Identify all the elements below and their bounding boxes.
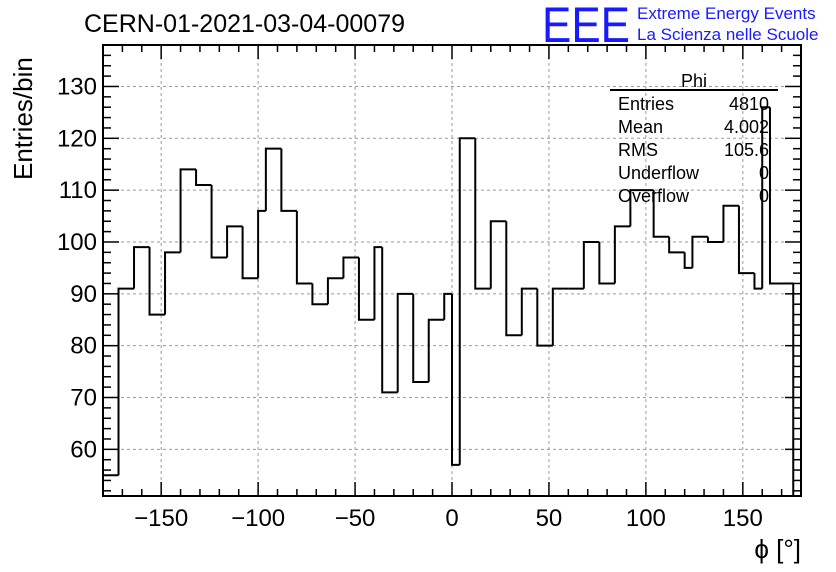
histogram-bin (280, 148, 297, 212)
histogram-bin (117, 287, 135, 476)
histogram-bin (357, 257, 375, 321)
histogram-bin (326, 277, 344, 305)
histogram-bin (396, 292, 414, 393)
logo-line-1: Extreme Energy Events (637, 4, 816, 23)
histogram-bin (443, 292, 452, 320)
histogram-bin (520, 287, 538, 336)
histogram-bin (722, 204, 739, 242)
histogram-bin (691, 235, 708, 268)
y-tick-label: 90 (70, 281, 97, 308)
stats-rows: Entries 4810 Mean 4.002 RMS 105.6 Underflow 0 Ov… (618, 94, 769, 206)
histogram-bin (133, 246, 150, 289)
histogram-bin (474, 138, 491, 290)
x-tick-label: −50 (335, 505, 376, 532)
histogram-bin (536, 288, 553, 347)
histogram-bin (505, 221, 522, 337)
histogram-bin (668, 236, 685, 254)
x-tick-label: −150 (134, 505, 188, 532)
x-tick-label: 150 (723, 505, 763, 532)
histogram-bin (148, 247, 166, 316)
x-tick-label: −100 (231, 505, 285, 532)
stats-value: 4.002 (724, 117, 769, 137)
axis-ticks (102, 44, 802, 496)
y-tick-label: 130 (57, 73, 97, 100)
histogram-bin (102, 474, 119, 496)
stats-label: Entries (618, 94, 674, 114)
tick-labels: −150 −100 −50 0 50 100 150 60 70 80 90 100 110 120 130 (57, 73, 763, 532)
histogram-bin (785, 282, 795, 496)
histogram-bin (164, 251, 181, 315)
histogram-bin (582, 240, 600, 289)
y-tick-label: 120 (57, 125, 97, 152)
histogram-bin (381, 247, 398, 394)
histogram-bin (241, 226, 259, 280)
x-tick-label: 100 (626, 505, 666, 532)
histogram-bin (342, 256, 359, 279)
stats-label: Mean (618, 117, 663, 137)
histogram-bin (458, 137, 476, 465)
histogram-bin (451, 293, 460, 466)
histogram-bin (629, 189, 646, 227)
histogram-bin (226, 225, 243, 258)
x-tick-label: 50 (536, 505, 563, 532)
stats-value: 105.6 (724, 140, 769, 160)
histogram-bin (179, 168, 197, 253)
histogram-bin (489, 220, 507, 289)
y-axis-title: Entries/bin (8, 57, 38, 180)
histogram-bin (737, 205, 755, 275)
stats-value: 0 (759, 186, 769, 206)
histogram-bin (768, 107, 786, 285)
y-tick-label: 110 (59, 177, 97, 204)
histogram-bin (427, 318, 445, 382)
histogram-bin (613, 225, 631, 284)
histogram-bin (683, 252, 693, 269)
histogram-bin (761, 106, 770, 289)
histogram-bars (102, 106, 795, 496)
stats-value: 4810 (729, 94, 769, 114)
histogram-bin (652, 190, 670, 238)
histogram-bin (195, 169, 212, 186)
logo-line-2: La Scienza nelle Scuole (637, 25, 818, 44)
histogram-bin (264, 147, 282, 211)
histogram-bin (373, 246, 383, 320)
histogram-bin (551, 287, 569, 346)
y-tick-label: 100 (57, 229, 97, 256)
stats-value: 0 (759, 163, 769, 183)
histogram-bin (210, 184, 228, 259)
stats-label: Overflow (618, 186, 690, 206)
stats-name: Phi (681, 71, 707, 91)
x-axis-title: ϕ [°] (754, 534, 801, 564)
y-tick-label: 70 (70, 385, 97, 412)
histogram-bin (598, 241, 615, 285)
stats-box: Phi Entries 4810 Mean 4.002 RMS 105.6 Underflo… (610, 71, 778, 206)
histogram-bin (706, 236, 724, 243)
histogram-bin (412, 293, 429, 383)
histogram-bin (257, 209, 266, 279)
eee-logo: EEE Extreme Energy Events La Scienza nel… (542, 0, 818, 53)
histogram-bin (753, 273, 763, 290)
y-tick-label: 60 (70, 436, 97, 463)
stats-label: RMS (618, 140, 658, 160)
histogram-bin (311, 283, 328, 306)
stats-label: Underflow (618, 163, 700, 183)
histogram-bin (295, 210, 313, 285)
chart-title: CERN-01-2021-03-04-00079 (84, 10, 405, 38)
x-tick-label: 0 (445, 505, 458, 532)
y-tick-label: 80 (70, 333, 97, 360)
